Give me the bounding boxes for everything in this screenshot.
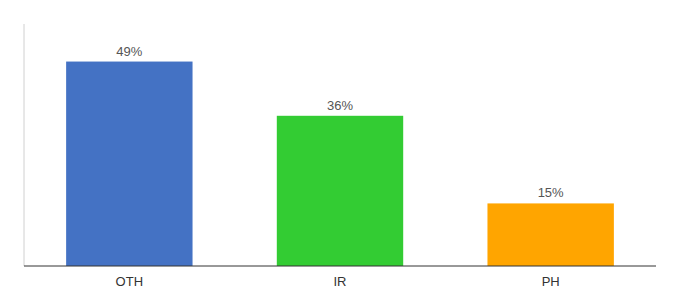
x-axis-line xyxy=(24,266,656,267)
bar xyxy=(487,203,613,266)
bars xyxy=(66,62,614,266)
y-axis-line xyxy=(24,24,25,266)
chart-container: OTH IR PH 49% 36% 15% xyxy=(0,0,680,300)
plot-area: OTH IR PH 49% 36% 15% xyxy=(24,24,656,289)
x-tick-label: PH xyxy=(542,274,560,289)
bar xyxy=(277,116,403,266)
x-tick-label: IR xyxy=(334,274,347,289)
chart-svg: OTH IR PH 49% 36% 15% xyxy=(0,0,680,300)
x-tick-label: OTH xyxy=(116,274,143,289)
data-label: 15% xyxy=(538,185,564,200)
data-label: 36% xyxy=(327,98,353,113)
data-label: 49% xyxy=(116,44,142,59)
bar xyxy=(66,62,192,266)
